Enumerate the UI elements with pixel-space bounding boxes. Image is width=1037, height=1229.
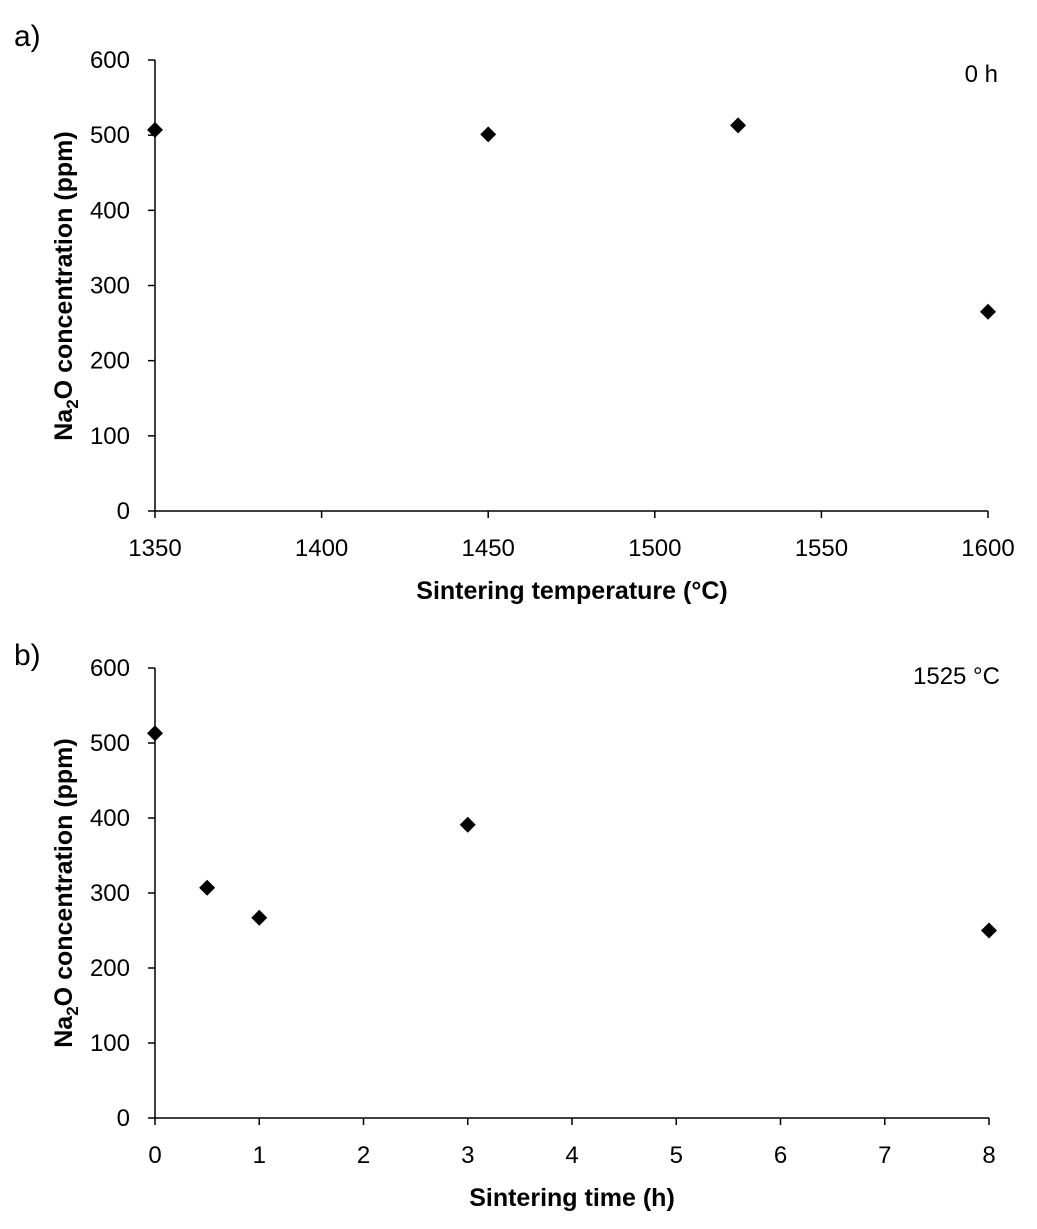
panel-b-x-axis-title: Sintering time (h) bbox=[469, 1184, 675, 1212]
panel-b-data-point bbox=[251, 909, 268, 926]
panel-b-label: b) bbox=[14, 639, 41, 672]
panel-a-y-axis-title-subscript: 2 bbox=[63, 399, 82, 408]
panel-b-y-tick-label: 0 bbox=[117, 1105, 130, 1132]
panel-a-y-tick-label: 200 bbox=[90, 348, 130, 375]
panel-b-data-point bbox=[459, 816, 476, 833]
panel-a-y-tick-label: 0 bbox=[117, 498, 130, 525]
panel-b-x-tick-label: 7 bbox=[878, 1142, 891, 1169]
panel-a-data-point bbox=[980, 303, 996, 320]
panel-b-y-axis-title-part1: Na bbox=[50, 1015, 78, 1048]
panel-a-y-axis-title: Na2O concentration (ppm) bbox=[50, 131, 82, 441]
panel-a-y-ticks: 0 100 200 300 400 500 600 bbox=[90, 47, 155, 525]
panel-a-x-tick-label: 1550 bbox=[795, 535, 848, 562]
panel-b-data-point bbox=[147, 725, 163, 742]
panel-b-x-tick-label: 0 bbox=[148, 1142, 161, 1169]
panel-b-y-tick-label: 400 bbox=[90, 805, 130, 832]
panel-a-x-tick-label: 1600 bbox=[961, 535, 1014, 562]
panel-a-annotation: 0 h bbox=[965, 61, 998, 88]
panel-b-x-ticks: 0 1 2 3 4 5 6 7 8 bbox=[148, 1118, 996, 1169]
panel-b-y-tick-label: 100 bbox=[90, 1030, 130, 1057]
panel-b-x-tick-label: 4 bbox=[565, 1142, 578, 1169]
panel-b-x-tick-label: 8 bbox=[982, 1142, 995, 1169]
panel-b-y-axis-title-part2: O concentration (ppm) bbox=[50, 738, 78, 1006]
panel-b-x-tick-label: 1 bbox=[253, 1142, 266, 1169]
panel-a-y-axis-title-part2: O concentration (ppm) bbox=[50, 131, 78, 399]
panel-b-data-point bbox=[981, 922, 997, 939]
panel-a-data-point bbox=[480, 126, 497, 143]
panel-a-data-point bbox=[730, 117, 747, 134]
panel-b-x-tick-label: 2 bbox=[357, 1142, 370, 1169]
panel-a-y-tick-label: 600 bbox=[90, 47, 130, 74]
panel-b-y-tick-label: 500 bbox=[90, 730, 130, 757]
panel-a-x-axis-title: Sintering temperature (°C) bbox=[416, 577, 727, 605]
panel-a-y-tick-label: 300 bbox=[90, 273, 130, 300]
panel-a-y-tick-label: 400 bbox=[90, 197, 130, 224]
panel-b-points bbox=[147, 725, 997, 939]
panel-a-x-tick-label: 1400 bbox=[295, 535, 348, 562]
panel-a-x-tick-label: 1450 bbox=[462, 535, 515, 562]
panel-a-y-axis-title-part1: Na bbox=[50, 408, 78, 441]
panel-b-x-tick-label: 3 bbox=[461, 1142, 474, 1169]
panel-b-x-tick-label: 5 bbox=[670, 1142, 683, 1169]
panel-a-x-tick-label: 1500 bbox=[628, 535, 681, 562]
panel-a-x-tick-label: 1350 bbox=[128, 535, 181, 562]
panel-b-y-axis-title: Na2O concentration (ppm) bbox=[50, 738, 82, 1048]
panel-a-x-ticks: 1350 1400 1450 1500 1550 1600 bbox=[128, 511, 1015, 562]
panel-b-y-tick-label: 600 bbox=[90, 655, 130, 682]
panel-b-x-tick-label: 6 bbox=[774, 1142, 787, 1169]
panel-a-y-tick-label: 500 bbox=[90, 122, 130, 149]
panel-b-annotation: 1525 °C bbox=[913, 663, 1000, 690]
panel-b-y-axis-title-subscript: 2 bbox=[63, 1006, 82, 1015]
panel-b-y-ticks: 0 100 200 300 400 500 600 bbox=[90, 655, 155, 1132]
panel-b-y-tick-label: 300 bbox=[90, 880, 130, 907]
panel-a-label: a) bbox=[14, 20, 41, 53]
panel-a-points bbox=[147, 117, 996, 320]
panel-b: b) 1525 °C 0 100 200 300 400 500 600 0 1 2 3 4 5 6 7 8… bbox=[14, 639, 1000, 1212]
panel-a-y-tick-label: 100 bbox=[90, 423, 130, 450]
panel-b-y-tick-label: 200 bbox=[90, 955, 130, 982]
panel-b-data-point bbox=[199, 879, 216, 896]
panel-a-data-point bbox=[147, 121, 163, 138]
